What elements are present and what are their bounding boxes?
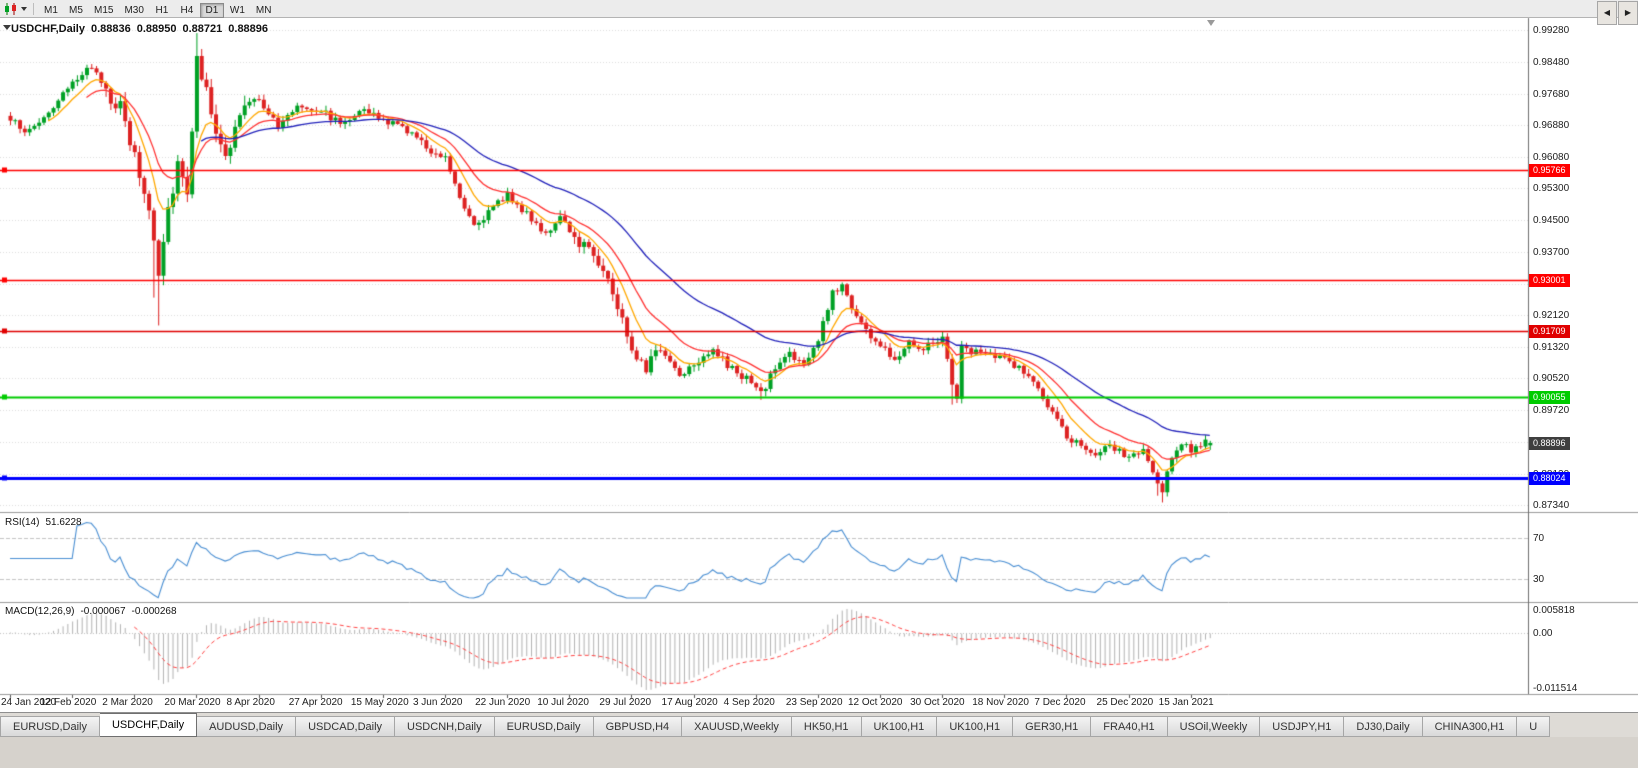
symbol-tab-12-fra40-h1[interactable]: FRA40,H1 xyxy=(1091,716,1168,737)
timeframe-button-m15[interactable]: M15 xyxy=(89,3,118,18)
timeframe-button-m1[interactable]: M1 xyxy=(39,3,63,18)
chart-tab-bar: EURUSD,Daily USDCHF,Daily AUDUSD,Daily USDC… xyxy=(0,712,1638,737)
hline-price-tag[interactable]: 0.88024 xyxy=(1529,471,1570,485)
symbol-tab-0-eurusd-daily[interactable]: EURUSD,Daily xyxy=(0,716,100,737)
tab-scroll-right-icon[interactable]: ▶ xyxy=(1618,1,1638,25)
hline-price-tag[interactable]: 0.90055 xyxy=(1529,390,1570,404)
tab-scroll-arrows: ◀ ▶ xyxy=(1596,1,1638,25)
hline-price-tag[interactable]: 0.93001 xyxy=(1529,273,1570,287)
symbol-tab-4-usdcnh-daily[interactable]: USDCNH,Daily xyxy=(395,716,495,737)
symbol-tab-5-eurusd-daily[interactable]: EURUSD,Daily xyxy=(494,716,594,737)
timeframe-button-m30[interactable]: M30 xyxy=(119,3,148,18)
timeframe-toolbar: M1 M5 M15 M30 H1 H4 D1 W1 MN xyxy=(0,0,1638,18)
timeframe-button-w1[interactable]: W1 xyxy=(225,3,250,18)
symbol-tab-13-usoil-weekly[interactable]: USOil,Weekly xyxy=(1167,716,1261,737)
hline-price-tag[interactable]: 0.91709 xyxy=(1529,325,1570,339)
symbol-tab-10-uk100-h1[interactable]: UK100,H1 xyxy=(937,716,1014,737)
symbol-tab-2-audusd-daily[interactable]: AUDUSD,Daily xyxy=(197,716,297,737)
symbol-tab-1-usdchf-daily[interactable]: USDCHF,Daily xyxy=(99,713,198,737)
price-chart-canvas[interactable] xyxy=(0,0,1638,712)
timeframe-buttons-group: M1 M5 M15 M30 H1 H4 D1 W1 MN xyxy=(39,0,277,18)
window-footer xyxy=(0,737,1638,768)
timeframe-button-h1[interactable]: H1 xyxy=(150,3,174,18)
symbol-tab-15-dj30-daily[interactable]: DJ30,Daily xyxy=(1344,716,1423,737)
chart-dropdown-caret-icon[interactable] xyxy=(21,6,27,11)
current-price-tag: 0.88896 xyxy=(1529,436,1570,450)
symbol-tab-8-hk50-h1[interactable]: HK50,H1 xyxy=(791,716,862,737)
chart-type-icon[interactable] xyxy=(4,2,18,15)
symbol-tab-11-ger30-h1[interactable]: GER30,H1 xyxy=(1013,716,1092,737)
symbol-tab-3-usdcad-daily[interactable]: USDCAD,Daily xyxy=(296,716,396,737)
symbol-tab-7-xauusd-weekly[interactable]: XAUUSD,Weekly xyxy=(682,716,792,737)
symbol-tab-6-gbpusd-h4[interactable]: GBPUSD,H4 xyxy=(593,716,683,737)
timeframe-button-h4[interactable]: H4 xyxy=(175,3,199,18)
timeframe-button-m5[interactable]: M5 xyxy=(64,3,88,18)
symbol-tab-9-uk100-h1[interactable]: UK100,H1 xyxy=(861,716,938,737)
timeframe-button-mn[interactable]: MN xyxy=(251,3,277,18)
symbol-tab-17-u[interactable]: U xyxy=(1517,716,1551,737)
toolbar-separator xyxy=(33,2,34,15)
symbol-tab-14-usdjpy-h1[interactable]: USDJPY,H1 xyxy=(1260,716,1345,737)
tab-scroll-left-icon[interactable]: ◀ xyxy=(1597,1,1617,25)
timeframe-button-d1[interactable]: D1 xyxy=(199,2,224,18)
hline-price-tag[interactable]: 0.95766 xyxy=(1529,163,1570,177)
one-click-trading-toggle-icon[interactable] xyxy=(3,25,11,30)
symbol-tab-16-china300-h1[interactable]: CHINA300,H1 xyxy=(1422,716,1518,737)
chart-shift-marker[interactable] xyxy=(1207,20,1215,26)
